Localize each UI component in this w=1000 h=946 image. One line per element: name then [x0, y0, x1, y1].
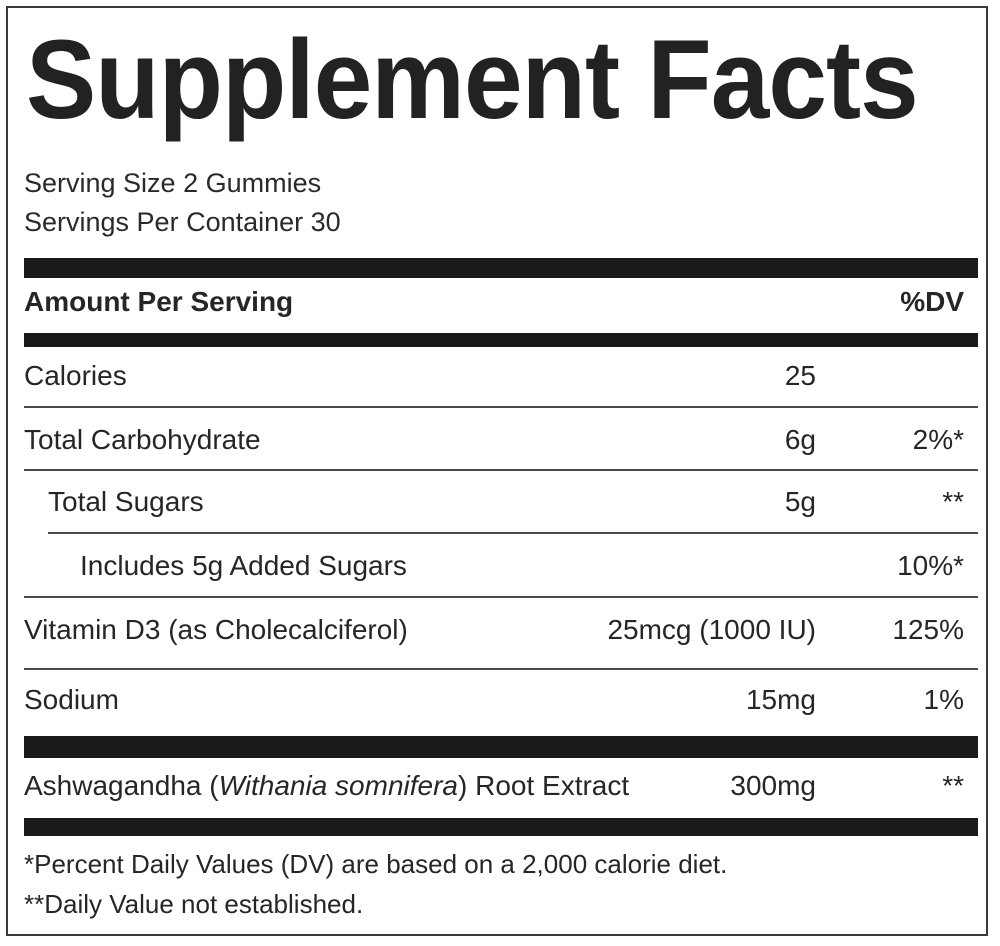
amount-per-serving-header: Amount Per Serving — [24, 286, 294, 317]
serving-size: Serving Size 2 Gummies — [24, 168, 322, 198]
ingredient-name-suffix: ) Root Extract — [458, 770, 630, 801]
thick-divider-top — [24, 258, 978, 278]
nutrient-dv-added-sugars: 10%* — [897, 550, 964, 581]
nutrient-dv-total-sugars: ** — [942, 486, 964, 517]
row-divider — [24, 469, 978, 471]
nutrient-name-total-sugars: Total Sugars — [48, 486, 204, 517]
row-divider — [24, 406, 978, 408]
ingredient-name-prefix: Ashwagandha ( — [24, 770, 219, 801]
servings-per-container: Servings Per Container 30 — [24, 207, 341, 237]
thick-divider-bottom — [24, 818, 978, 836]
footnote-dv-not-established: **Daily Value not established. — [24, 889, 364, 919]
row-divider — [24, 668, 978, 670]
thick-divider-header — [24, 333, 978, 347]
nutrient-name-sodium: Sodium — [24, 684, 119, 715]
ingredient-dv-ashwagandha: ** — [942, 770, 964, 801]
row-divider — [24, 596, 978, 598]
footnote-percent-dv: *Percent Daily Values (DV) are based on … — [24, 849, 728, 879]
ingredient-botanical-name: Withania somnifera — [218, 770, 458, 801]
ingredient-amount-ashwagandha: 300mg — [730, 770, 816, 801]
row-divider — [48, 532, 978, 534]
nutrient-amount-calories: 25 — [784, 360, 816, 391]
nutrient-name-added-sugars: Includes 5g Added Sugars — [80, 550, 407, 581]
nutrient-name-total-carbohydrate: Total Carbohydrate — [24, 424, 261, 455]
dv-header: %DV — [900, 286, 964, 317]
ingredient-name-ashwagandha: Ashwagandha (Withania somnifera) Root Ex… — [24, 768, 629, 804]
nutrient-amount-total-carbohydrate: 6g — [784, 424, 816, 455]
thick-divider-extract — [24, 736, 978, 758]
nutrient-amount-total-sugars: 5g — [784, 486, 816, 517]
nutrient-dv-sodium: 1% — [923, 684, 964, 715]
nutrient-dv-vitamin-d3: 125% — [892, 614, 964, 645]
panel-title: Supplement Facts — [26, 17, 919, 142]
supplement-facts-panel: Supplement Facts Serving Size 2 Gummies … — [6, 6, 988, 936]
nutrient-name-calories: Calories — [24, 360, 127, 391]
nutrient-amount-vitamin-d3: 25mcg (1000 IU) — [607, 614, 816, 645]
nutrient-dv-total-carbohydrate: 2%* — [912, 424, 964, 455]
nutrient-name-vitamin-d3: Vitamin D3 (as Cholecalciferol) — [24, 614, 408, 645]
nutrient-amount-sodium: 15mg — [745, 684, 816, 715]
